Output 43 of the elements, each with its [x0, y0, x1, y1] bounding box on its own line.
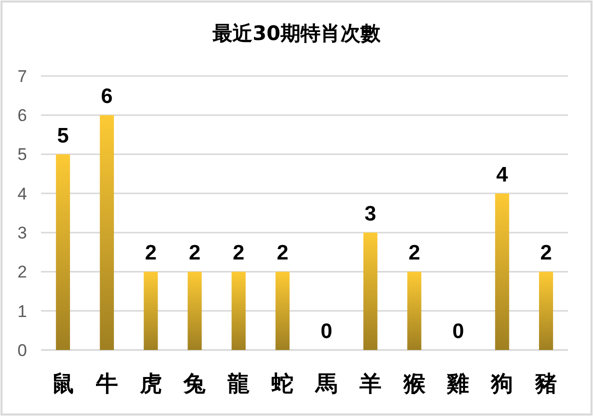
data-label: 2 [232, 242, 244, 265]
bar [539, 272, 554, 350]
data-label: 5 [57, 124, 70, 148]
data-label: 6 [101, 85, 113, 108]
data-label: 2 [188, 242, 201, 265]
data-label: 0 [452, 320, 464, 343]
x-tick-label: 狗 [490, 371, 514, 397]
x-tick-label: 鼠 [52, 371, 74, 397]
bar [100, 115, 114, 350]
x-tick-label: 猴 [402, 371, 426, 397]
y-tick-label: 7 [18, 66, 27, 86]
y-tick-label: 3 [18, 224, 27, 243]
data-label: 4 [496, 163, 508, 186]
x-tick-label: 豬 [534, 371, 558, 397]
data-label: 2 [540, 242, 552, 265]
bar [363, 232, 378, 350]
bar [232, 272, 246, 350]
y-tick-label: 4 [18, 184, 27, 204]
y-tick-label: 2 [18, 262, 27, 282]
bar [56, 154, 70, 350]
x-tick-label: 羊 [358, 371, 382, 397]
x-tick-label: 雞 [446, 371, 470, 397]
data-label: 2 [144, 242, 157, 265]
bar [407, 272, 422, 350]
data-label: 0 [320, 320, 332, 343]
y-tick-label: 0 [18, 340, 27, 360]
data-label: 2 [408, 242, 420, 265]
y-tick-label: 6 [18, 106, 27, 126]
data-label: 3 [364, 202, 376, 226]
data-label: 2 [276, 242, 288, 265]
bar [188, 272, 202, 350]
x-tick-label: 兔 [182, 371, 206, 397]
x-tick-label: 馬 [314, 371, 338, 397]
x-tick-label: 蛇 [270, 371, 294, 397]
bar [144, 272, 158, 350]
bar [495, 193, 510, 350]
x-tick-label: 龍 [226, 371, 250, 397]
y-tick-label: 1 [18, 302, 27, 321]
x-tick-label: 虎 [138, 371, 162, 397]
y-tick-label: 5 [18, 145, 27, 164]
x-tick-label: 牛 [94, 371, 118, 397]
bar [276, 272, 290, 350]
chart-title: 最近30期特肖次數 [212, 21, 382, 45]
